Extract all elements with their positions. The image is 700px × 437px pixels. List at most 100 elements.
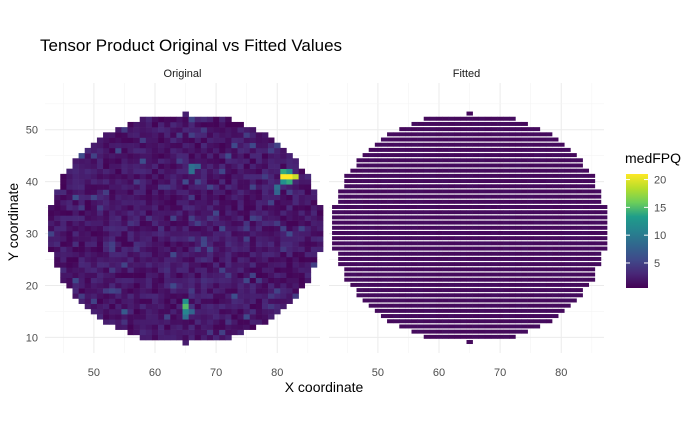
heatmap-cell <box>460 272 467 277</box>
heatmap-cell <box>387 293 394 298</box>
heatmap-cell <box>139 241 147 247</box>
heatmap-cell <box>429 230 437 235</box>
heatmap-cell <box>564 241 571 246</box>
heatmap-cell <box>78 189 86 195</box>
heatmap-cell <box>515 189 522 194</box>
heatmap-cell <box>429 179 437 184</box>
heatmap-cell <box>564 272 571 277</box>
heatmap-cell <box>243 179 251 185</box>
heatmap-cell <box>66 210 73 216</box>
heatmap-cell <box>521 153 528 158</box>
heatmap-cell <box>332 246 339 251</box>
heatmap-cell <box>170 298 177 304</box>
heatmap-cell <box>151 246 159 253</box>
heatmap-cell <box>497 314 504 319</box>
heatmap-cell <box>527 179 535 184</box>
heatmap-cell <box>90 308 98 315</box>
heatmap-cell <box>448 210 455 215</box>
heatmap-cell <box>292 293 299 299</box>
heatmap-cell <box>188 241 196 247</box>
heatmap-cell <box>96 298 104 304</box>
heatmap-cell <box>558 163 565 168</box>
heatmap-cell <box>570 163 577 168</box>
heatmap-cell <box>564 189 571 194</box>
heatmap-cell <box>588 184 596 189</box>
heatmap-cell <box>405 303 412 308</box>
heatmap-cell <box>448 147 455 152</box>
heatmap-cell <box>380 168 388 173</box>
heatmap-cell <box>350 179 357 184</box>
heatmap-cell <box>249 246 257 253</box>
heatmap-cell <box>558 298 565 303</box>
heatmap-cell <box>304 246 312 253</box>
heatmap-cell <box>503 220 510 225</box>
heatmap-cell <box>380 199 388 204</box>
heatmap-cell <box>552 220 559 225</box>
heatmap-cell <box>466 298 473 303</box>
heatmap-cell <box>274 194 281 201</box>
heatmap-cell <box>503 293 510 298</box>
heatmap-cell <box>84 168 92 175</box>
heatmap-cell <box>133 184 141 190</box>
heatmap-cell <box>121 298 128 304</box>
heatmap-cell <box>127 142 134 149</box>
heatmap-cell <box>139 324 147 330</box>
heatmap-cell <box>387 210 394 215</box>
heatmap-cell <box>417 225 425 230</box>
heatmap-cell <box>103 189 110 195</box>
heatmap-cell <box>539 158 547 163</box>
heatmap-cell <box>527 251 535 256</box>
heatmap-cell <box>170 142 177 149</box>
heatmap-cell <box>164 220 171 227</box>
heatmap-cell <box>78 194 86 201</box>
heatmap-cell <box>527 147 535 152</box>
heatmap-cell <box>231 241 238 247</box>
heatmap-cell <box>225 251 232 258</box>
heatmap-cell <box>539 308 547 313</box>
heatmap-cell <box>237 142 244 149</box>
heatmap-cell <box>558 282 565 287</box>
heatmap-cell <box>588 199 596 204</box>
heatmap-cell <box>423 303 431 308</box>
heatmap-cell <box>298 230 306 237</box>
heatmap-cell <box>164 282 171 289</box>
heatmap-cell <box>133 329 141 336</box>
heatmap-cell <box>249 308 257 315</box>
heatmap-cell <box>78 199 86 206</box>
heatmap-cell <box>570 210 577 215</box>
heatmap-cell <box>304 189 312 195</box>
heatmap-cell <box>466 179 473 184</box>
heatmap-cell <box>188 199 196 206</box>
heatmap-cell <box>515 179 522 184</box>
heatmap-cell <box>515 194 522 199</box>
heatmap-cell <box>194 168 202 175</box>
y-tick-label: 20 <box>26 281 38 293</box>
heatmap-cell <box>121 205 128 211</box>
heatmap-cell <box>429 334 437 339</box>
heatmap-cell <box>78 210 86 216</box>
heatmap-cell <box>115 173 122 180</box>
heatmap-cell <box>127 272 134 279</box>
heatmap-cell <box>170 179 177 185</box>
heatmap-cell <box>188 184 196 190</box>
heatmap-cell <box>393 132 400 137</box>
heatmap-cell <box>521 324 528 329</box>
heatmap-cell <box>472 199 480 204</box>
heatmap-cell <box>255 277 263 284</box>
heatmap-cell <box>115 179 122 185</box>
heatmap-cell <box>588 220 596 225</box>
heatmap-cell <box>158 230 165 237</box>
heatmap-cell <box>78 246 86 253</box>
heatmap-cell <box>582 184 590 189</box>
heatmap-cell <box>515 230 522 235</box>
heatmap-cell <box>72 210 79 216</box>
heatmap-cell <box>194 184 202 190</box>
heatmap-cell <box>380 210 388 215</box>
heatmap-cell <box>188 329 196 336</box>
heatmap-cell <box>139 199 147 206</box>
heatmap-cell <box>96 308 104 315</box>
heatmap-cell <box>261 293 269 299</box>
heatmap-cell <box>552 230 559 235</box>
heatmap-cell <box>90 282 98 289</box>
heatmap-cell <box>213 121 220 128</box>
